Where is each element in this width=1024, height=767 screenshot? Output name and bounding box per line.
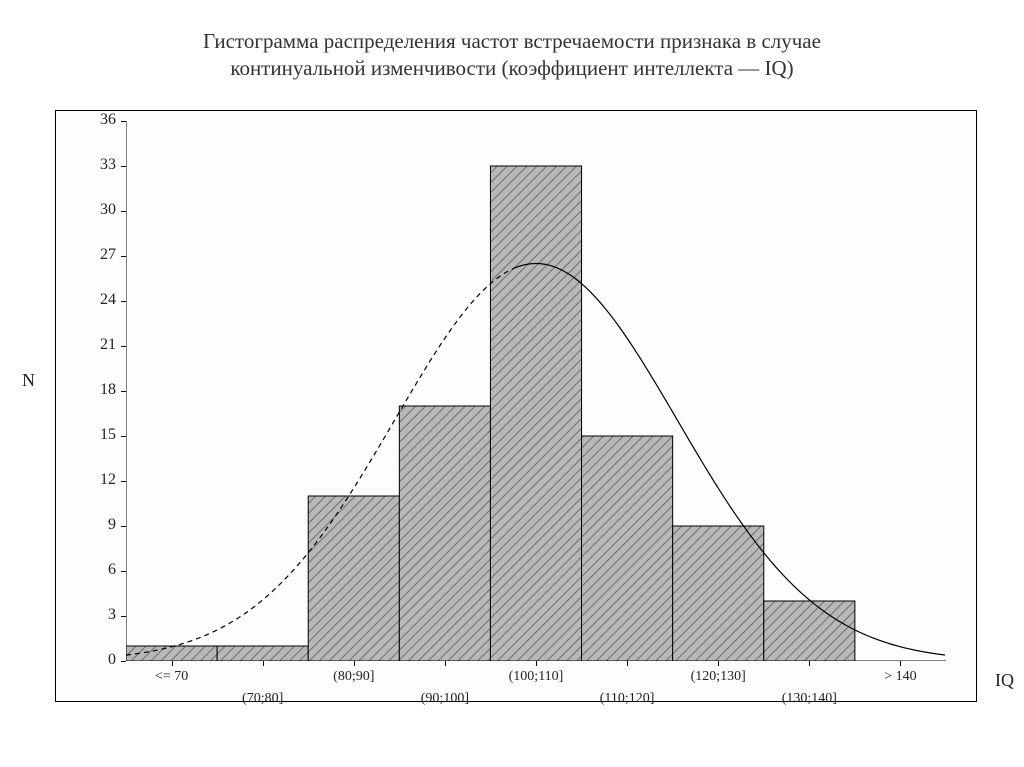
y-tick-mark: [121, 346, 126, 347]
y-tick-label: 24: [100, 291, 116, 309]
histogram-bar: [582, 436, 673, 661]
y-tick-label: 33: [100, 156, 116, 174]
x-tick-mark: [718, 661, 719, 666]
chart-title: Гистограмма распределения частот встреча…: [0, 0, 1024, 83]
title-line-1: Гистограмма распределения частот встреча…: [203, 29, 821, 53]
y-tick-mark: [121, 121, 126, 122]
x-tick-label: (100;110]: [509, 669, 564, 685]
x-tick-mark: [900, 661, 901, 666]
bars-group: [126, 166, 855, 661]
x-tick-mark: [263, 661, 264, 666]
y-tick-label: 21: [100, 336, 116, 354]
x-tick-mark: [809, 661, 810, 666]
y-tick-label: 18: [100, 381, 116, 399]
y-tick-mark: [121, 436, 126, 437]
x-tick-label: (130;140]: [782, 691, 837, 707]
x-tick-label: > 140: [884, 669, 916, 685]
histogram-bar: [308, 496, 399, 661]
y-tick-mark: [121, 166, 126, 167]
histogram-bar: [673, 526, 764, 661]
y-tick-mark: [121, 481, 126, 482]
histogram-bar: [217, 646, 308, 661]
y-tick-label: 15: [100, 426, 116, 444]
x-tick-label: (90;100]: [421, 691, 469, 707]
y-tick-mark: [121, 211, 126, 212]
y-tick-label: 30: [100, 201, 116, 219]
x-tick-label: (70;80]: [242, 691, 283, 707]
x-axis-title: IQ: [995, 670, 1014, 691]
x-tick-mark: [445, 661, 446, 666]
histogram-bar: [490, 166, 581, 661]
y-tick-mark: [121, 391, 126, 392]
y-tick-label: 36: [100, 111, 116, 129]
y-tick-mark: [121, 616, 126, 617]
x-tick-mark: [627, 661, 628, 666]
x-tick-mark: [536, 661, 537, 666]
x-tick-mark: [172, 661, 173, 666]
histogram-plot: [126, 121, 946, 661]
histogram-bar: [399, 406, 490, 661]
x-tick-label: (110;120]: [600, 691, 655, 707]
y-axis-title: N: [22, 370, 35, 391]
y-tick-label: 3: [108, 606, 116, 624]
title-line-2: континуальной изменчивости (коэффициент …: [230, 56, 793, 80]
y-tick-label: 12: [100, 471, 116, 489]
x-tick-mark: [354, 661, 355, 666]
x-tick-label: (80;90]: [333, 669, 374, 685]
x-tick-label: (120;130]: [691, 669, 746, 685]
y-tick-mark: [121, 301, 126, 302]
y-tick-label: 9: [108, 516, 116, 534]
page-container: Гистограмма распределения частот встреча…: [0, 0, 1024, 767]
y-tick-mark: [121, 571, 126, 572]
y-tick-mark: [121, 526, 126, 527]
x-tick-label: <= 70: [155, 669, 188, 685]
y-tick-mark: [121, 661, 126, 662]
y-tick-mark: [121, 256, 126, 257]
histogram-bar: [764, 601, 855, 661]
y-tick-label: 6: [108, 561, 116, 579]
chart-frame: 0369121518212427303336 <= 70(70;80](80;9…: [55, 110, 977, 702]
y-tick-label: 0: [108, 651, 116, 669]
y-tick-label: 27: [100, 246, 116, 264]
